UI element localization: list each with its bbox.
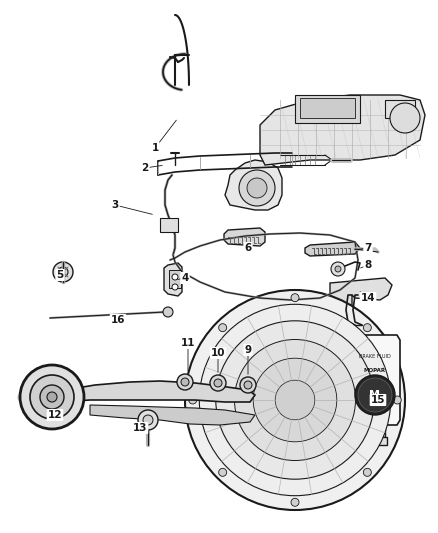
- Text: 6: 6: [244, 243, 251, 253]
- Bar: [160, 218, 178, 232]
- Polygon shape: [90, 405, 255, 425]
- Text: 16: 16: [111, 315, 125, 325]
- Text: 8: 8: [364, 260, 371, 270]
- Circle shape: [216, 321, 374, 479]
- Circle shape: [181, 378, 189, 386]
- Circle shape: [393, 396, 401, 404]
- Circle shape: [244, 381, 252, 389]
- Text: 15: 15: [371, 395, 385, 405]
- Circle shape: [30, 375, 74, 419]
- Text: 11: 11: [181, 338, 195, 348]
- Polygon shape: [330, 278, 392, 308]
- Circle shape: [239, 170, 275, 206]
- Circle shape: [172, 274, 178, 280]
- Circle shape: [275, 380, 315, 420]
- Circle shape: [20, 365, 84, 429]
- Circle shape: [240, 377, 256, 393]
- Circle shape: [210, 375, 226, 391]
- Circle shape: [219, 469, 226, 477]
- Polygon shape: [164, 263, 182, 296]
- Text: M: M: [370, 390, 381, 400]
- Circle shape: [390, 103, 420, 133]
- Circle shape: [53, 262, 73, 282]
- Text: 14: 14: [360, 293, 375, 303]
- Text: 3: 3: [111, 200, 119, 210]
- Circle shape: [138, 410, 158, 430]
- Polygon shape: [365, 425, 385, 437]
- Circle shape: [172, 284, 178, 290]
- Polygon shape: [350, 335, 400, 425]
- Polygon shape: [363, 437, 387, 445]
- Bar: [300, 98, 355, 118]
- Text: 5: 5: [57, 270, 64, 280]
- Polygon shape: [260, 95, 425, 165]
- Circle shape: [364, 469, 371, 477]
- Circle shape: [291, 498, 299, 506]
- Circle shape: [335, 266, 341, 272]
- Text: 1: 1: [152, 143, 159, 153]
- Circle shape: [177, 374, 193, 390]
- Text: 12: 12: [48, 410, 62, 420]
- Text: 10: 10: [211, 348, 225, 358]
- Circle shape: [234, 340, 356, 461]
- Circle shape: [247, 178, 267, 198]
- Text: 4: 4: [181, 273, 189, 283]
- Circle shape: [364, 324, 371, 332]
- Text: 13: 13: [133, 423, 147, 433]
- Bar: [385, 100, 415, 118]
- Circle shape: [143, 415, 153, 425]
- Circle shape: [58, 267, 68, 277]
- Text: 9: 9: [244, 345, 251, 355]
- Circle shape: [253, 358, 337, 442]
- Circle shape: [185, 290, 405, 510]
- Bar: [295, 95, 360, 123]
- Polygon shape: [38, 381, 255, 402]
- Circle shape: [163, 307, 173, 317]
- Text: 7: 7: [364, 243, 372, 253]
- Circle shape: [291, 294, 299, 302]
- Polygon shape: [305, 242, 360, 256]
- Text: 2: 2: [141, 163, 148, 173]
- Text: BRAKE FLUID: BRAKE FLUID: [359, 354, 391, 359]
- Circle shape: [355, 375, 395, 415]
- Circle shape: [219, 324, 226, 332]
- Polygon shape: [225, 160, 282, 210]
- Circle shape: [214, 379, 222, 387]
- Circle shape: [358, 378, 392, 412]
- Circle shape: [331, 262, 345, 276]
- Circle shape: [47, 392, 57, 402]
- Circle shape: [189, 396, 197, 404]
- Polygon shape: [224, 228, 265, 246]
- Circle shape: [40, 385, 64, 409]
- Text: MOPAR: MOPAR: [364, 367, 386, 373]
- Circle shape: [199, 304, 391, 496]
- Bar: [169, 270, 181, 288]
